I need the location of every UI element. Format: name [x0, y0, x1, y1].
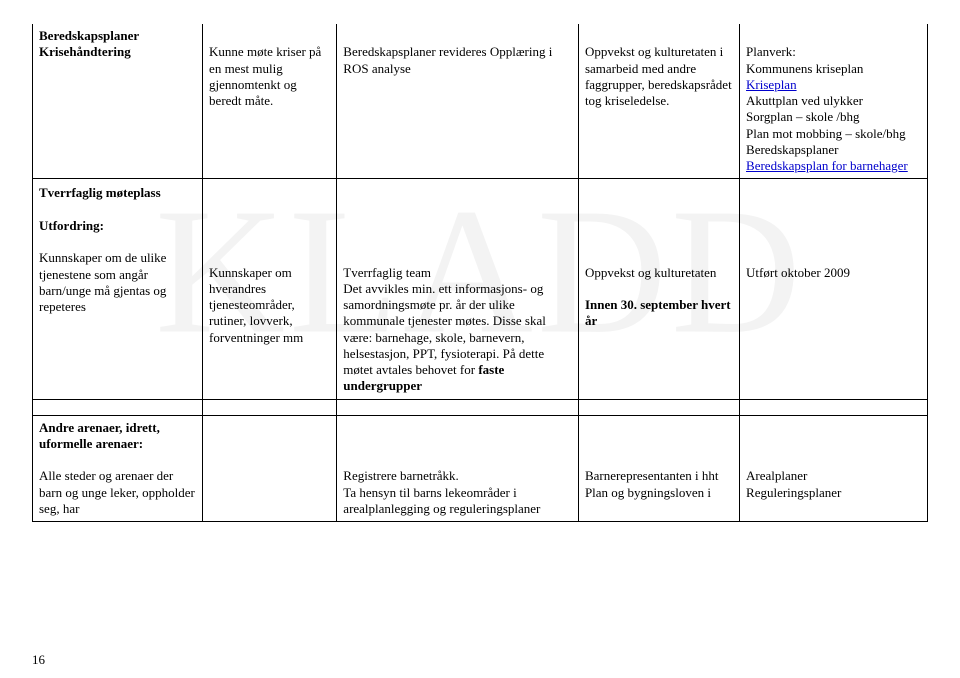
- text: Registrere barnetråkk. Ta hensyn til bar…: [343, 468, 540, 516]
- page-number: 16: [32, 652, 45, 668]
- text: Kunnskaper om de ulike tjenestene som an…: [39, 250, 166, 314]
- cell: [337, 399, 579, 415]
- cell: Tverrfaglig team Det avvikles min. ett i…: [337, 179, 579, 399]
- text: Det avvikles min. ett informasjons- og s…: [343, 281, 546, 377]
- cell: Oppvekst og kulturetaten i samarbeid med…: [578, 24, 739, 179]
- cell: Planverk: Kommunens kriseplan Kriseplan …: [740, 24, 928, 179]
- cell: Andre arenaer, idrett, uformelle arenaer…: [33, 415, 203, 522]
- text: Innen 30. september hvert år: [585, 297, 731, 328]
- text: Arealplaner Reguleringsplaner: [746, 468, 841, 499]
- cell: Kunne møte kriser på en mest mulig gjenn…: [203, 24, 337, 179]
- cell: [33, 399, 203, 415]
- text: Krisehåndtering: [39, 44, 131, 59]
- cell: Oppvekst og kulturetaten Innen 30. septe…: [578, 179, 739, 399]
- cell: Barnerepresentanten i hht Plan og bygnin…: [578, 415, 739, 522]
- cell: Beredskapsplaner revideres Opplæring i R…: [337, 24, 579, 179]
- beredskapsplan-link[interactable]: Beredskapsplan for barnehager: [746, 158, 908, 173]
- section-heading: Utfordring:: [39, 218, 104, 233]
- kriseplan-link[interactable]: Kriseplan: [746, 77, 797, 92]
- cell: Beredskapsplaner Krisehåndtering: [33, 24, 203, 179]
- table-row: Andre arenaer, idrett, uformelle arenaer…: [33, 415, 928, 522]
- section-heading: Tverrfaglig møteplass: [39, 185, 161, 200]
- text: Kunnskaper om hverandres tjenesteområder…: [209, 265, 303, 345]
- text: Alle steder og arenaer der barn og unge …: [39, 468, 195, 516]
- cell: Registrere barnetråkk. Ta hensyn til bar…: [337, 415, 579, 522]
- cell: Tverrfaglig møteplass Utfordring: Kunnsk…: [33, 179, 203, 399]
- text: Beredskapsplaner: [39, 28, 139, 43]
- cell: Utført oktober 2009: [740, 179, 928, 399]
- table-row: Tverrfaglig møteplass Utfordring: Kunnsk…: [33, 179, 928, 399]
- table-row: Beredskapsplaner Krisehåndtering Kunne m…: [33, 24, 928, 179]
- text: Beredskapsplaner revideres Opplæring i R…: [343, 44, 552, 75]
- cell: [203, 415, 337, 522]
- text: Akuttplan ved ulykker Sorgplan – skole /…: [746, 93, 906, 157]
- document-table: Beredskapsplaner Krisehåndtering Kunne m…: [32, 24, 928, 522]
- text: Utført oktober 2009: [746, 265, 850, 280]
- text: Oppvekst og kulturetaten: [585, 265, 716, 280]
- text: Barnerepresentanten i hht Plan og bygnin…: [585, 468, 719, 499]
- text: Tverrfaglig team: [343, 265, 431, 280]
- cell: [740, 399, 928, 415]
- text: Kunne møte kriser på en mest mulig gjenn…: [209, 44, 321, 108]
- section-heading: Andre arenaer, idrett, uformelle arenaer…: [39, 420, 160, 451]
- cell: Arealplaner Reguleringsplaner: [740, 415, 928, 522]
- cell: [578, 399, 739, 415]
- text: Planverk: Kommunens kriseplan: [746, 44, 863, 75]
- text: Oppvekst og kulturetaten i samarbeid med…: [585, 44, 732, 108]
- cell: Kunnskaper om hverandres tjenesteområder…: [203, 179, 337, 399]
- cell: [203, 399, 337, 415]
- table-row: [33, 399, 928, 415]
